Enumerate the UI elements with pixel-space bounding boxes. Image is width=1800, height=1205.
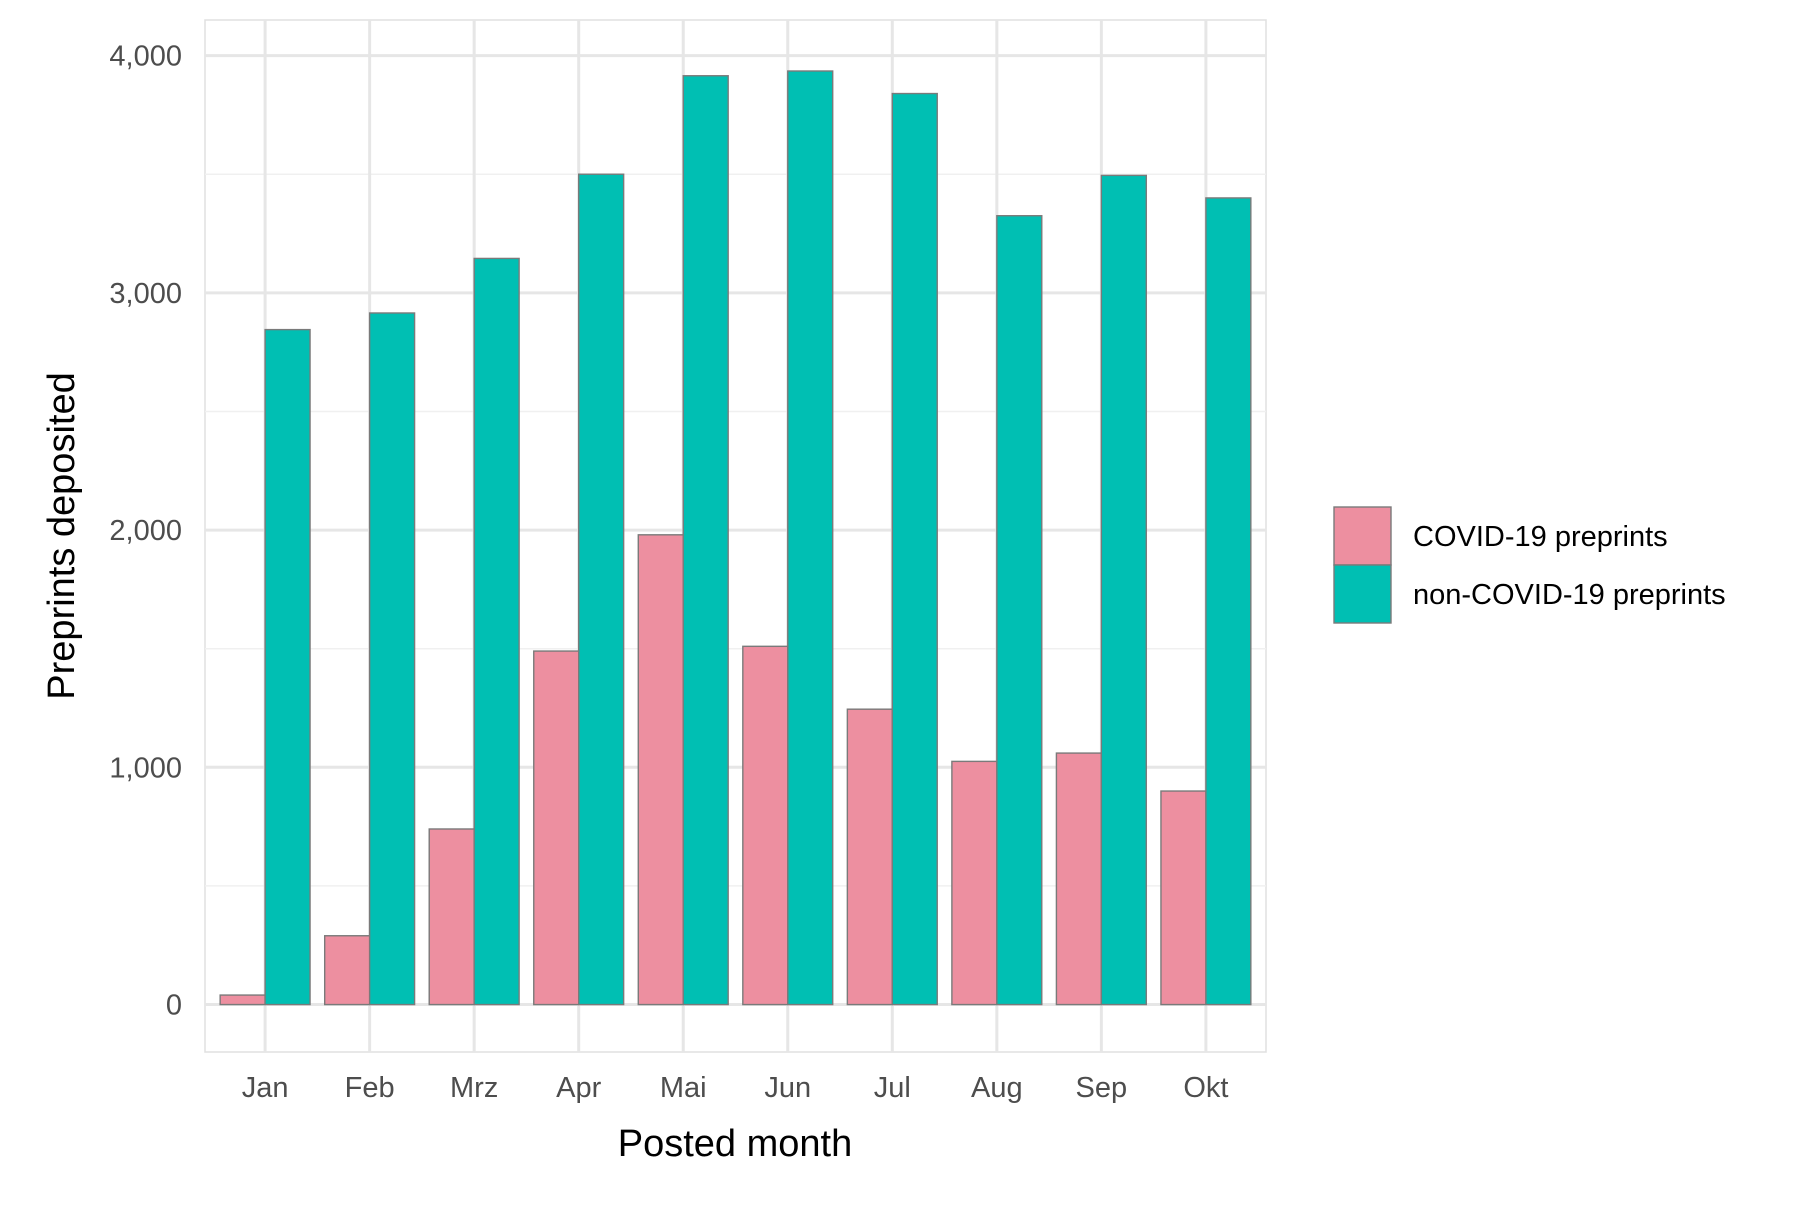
- bar-non-covid-aug: [996, 215, 1043, 1006]
- x-tick-label: Mrz: [450, 1072, 498, 1104]
- bar-covid-mrz: [428, 828, 475, 1006]
- bar-non-covid-jul: [891, 92, 938, 1006]
- bar-covid-aug: [951, 760, 998, 1006]
- bar-covid-jul: [846, 708, 893, 1006]
- legend-key-non-covid: [1333, 564, 1392, 624]
- x-tick-label: Jul: [874, 1072, 911, 1104]
- x-axis-title: Posted month: [618, 1123, 852, 1165]
- bar-covid-okt: [1160, 790, 1207, 1006]
- bar-covid-apr: [533, 650, 580, 1006]
- bar-covid-sep: [1055, 752, 1103, 1006]
- bar-non-covid-sep: [1100, 174, 1148, 1006]
- x-tick-label: Sep: [1076, 1072, 1128, 1104]
- bar-non-covid-apr: [578, 173, 625, 1006]
- x-tick-label: Jun: [764, 1072, 811, 1104]
- bar-covid-jan: [219, 994, 266, 1006]
- bar-covid-jun: [742, 645, 789, 1006]
- x-tick-label: Jan: [242, 1072, 289, 1104]
- y-tick-label: 3,000: [109, 278, 182, 310]
- y-tick-label: 0: [166, 990, 182, 1022]
- bar-covid-mai: [637, 534, 684, 1006]
- y-tick-label: 1,000: [109, 752, 182, 784]
- legend: COVID-19 preprints non-COVID-19 preprints: [1333, 506, 1726, 624]
- legend-label-covid: COVID-19 preprints: [1413, 521, 1668, 553]
- y-tick-label: 4,000: [109, 41, 182, 73]
- x-tick-label: Mai: [660, 1072, 707, 1104]
- bar-non-covid-mrz: [473, 257, 520, 1006]
- bar-non-covid-mai: [682, 75, 729, 1006]
- bars: [219, 70, 1252, 1006]
- y-axis-title: Preprints deposited: [41, 372, 83, 699]
- bar-covid-feb: [323, 935, 371, 1006]
- bar-non-covid-okt: [1205, 197, 1252, 1006]
- x-tick-label: Apr: [556, 1072, 601, 1104]
- bar-non-covid-feb: [368, 312, 416, 1006]
- bar-non-covid-jan: [264, 328, 311, 1006]
- y-tick-label: 2,000: [109, 515, 182, 547]
- bar-non-covid-jun: [787, 70, 834, 1006]
- legend-key-covid: [1333, 506, 1392, 566]
- y-axis-ticks: 0 1,000 2,000 3,000 4,000: [109, 41, 182, 1022]
- x-tick-label: Okt: [1183, 1072, 1228, 1104]
- x-tick-label: Feb: [345, 1072, 395, 1104]
- x-axis-ticks: Jan Feb Mrz Apr Mai Jun Jul Aug Sep Okt: [242, 1072, 1229, 1104]
- x-tick-label: Aug: [971, 1072, 1023, 1104]
- legend-label-non-covid: non-COVID-19 preprints: [1413, 579, 1726, 611]
